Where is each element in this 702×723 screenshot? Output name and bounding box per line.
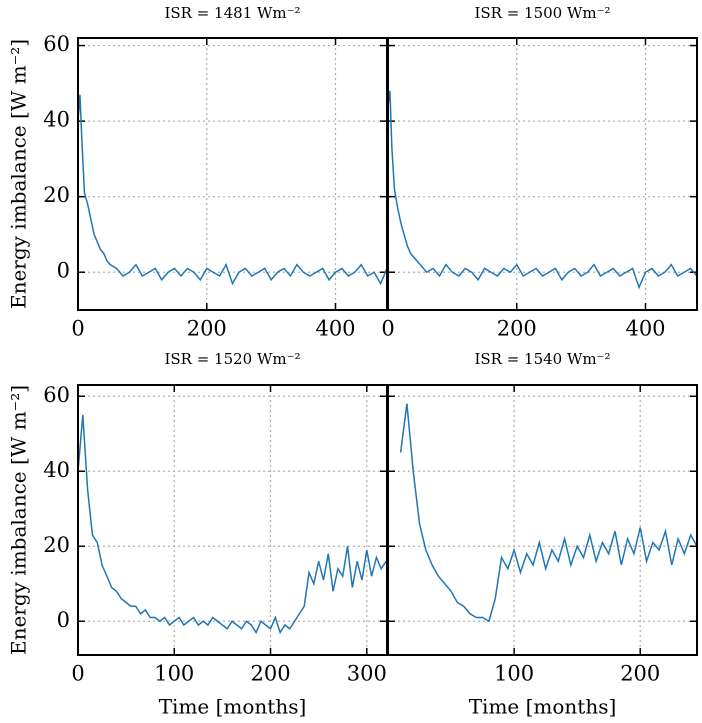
x-tick-label: 200: [620, 662, 660, 686]
panel-title: ISR = 1520 Wm⁻²: [164, 350, 300, 368]
y-tick-label: 20: [43, 533, 70, 557]
y-axis-label: Energy imbalance [W m⁻²]: [7, 39, 31, 309]
y-tick-label: 0: [57, 259, 70, 283]
panel-title: ISR = 1540 Wm⁻²: [474, 350, 610, 368]
x-tick-label: 0: [71, 662, 84, 686]
x-tick-label: 200: [187, 317, 227, 341]
axes-frame: [387, 384, 698, 656]
data-line: [78, 414, 387, 635]
x-axis-label: Time [months]: [469, 695, 617, 719]
y-tick-label: 40: [43, 108, 70, 132]
data-line: [399, 403, 697, 623]
y-axis-label: Energy imbalance [W m⁻²]: [7, 385, 31, 655]
x-tick-label: 300: [347, 662, 387, 686]
data-line: [388, 90, 697, 290]
y-tick-label: 20: [43, 183, 70, 207]
axes-frame: [77, 384, 388, 656]
y-tick-label: 60: [43, 383, 70, 407]
panel-title: ISR = 1481 Wm⁻²: [164, 4, 300, 22]
x-tick-label: 200: [497, 317, 537, 341]
x-axis-label: Time [months]: [159, 695, 307, 719]
x-tick-label: 400: [625, 317, 665, 341]
y-tick-label: 0: [57, 608, 70, 632]
y-tick-label: 40: [43, 458, 70, 482]
y-tick-label: 60: [43, 32, 70, 56]
x-tick-label: 100: [494, 662, 534, 686]
x-tick-label: 100: [154, 662, 194, 686]
data-line: [78, 94, 387, 286]
x-tick-label: 200: [250, 662, 290, 686]
x-tick-label: 0: [71, 317, 84, 341]
panel-title: ISR = 1500 Wm⁻²: [474, 4, 610, 22]
x-tick-label: 400: [315, 317, 355, 341]
axes-frame: [387, 37, 698, 311]
x-tick-label: 0: [381, 317, 394, 341]
